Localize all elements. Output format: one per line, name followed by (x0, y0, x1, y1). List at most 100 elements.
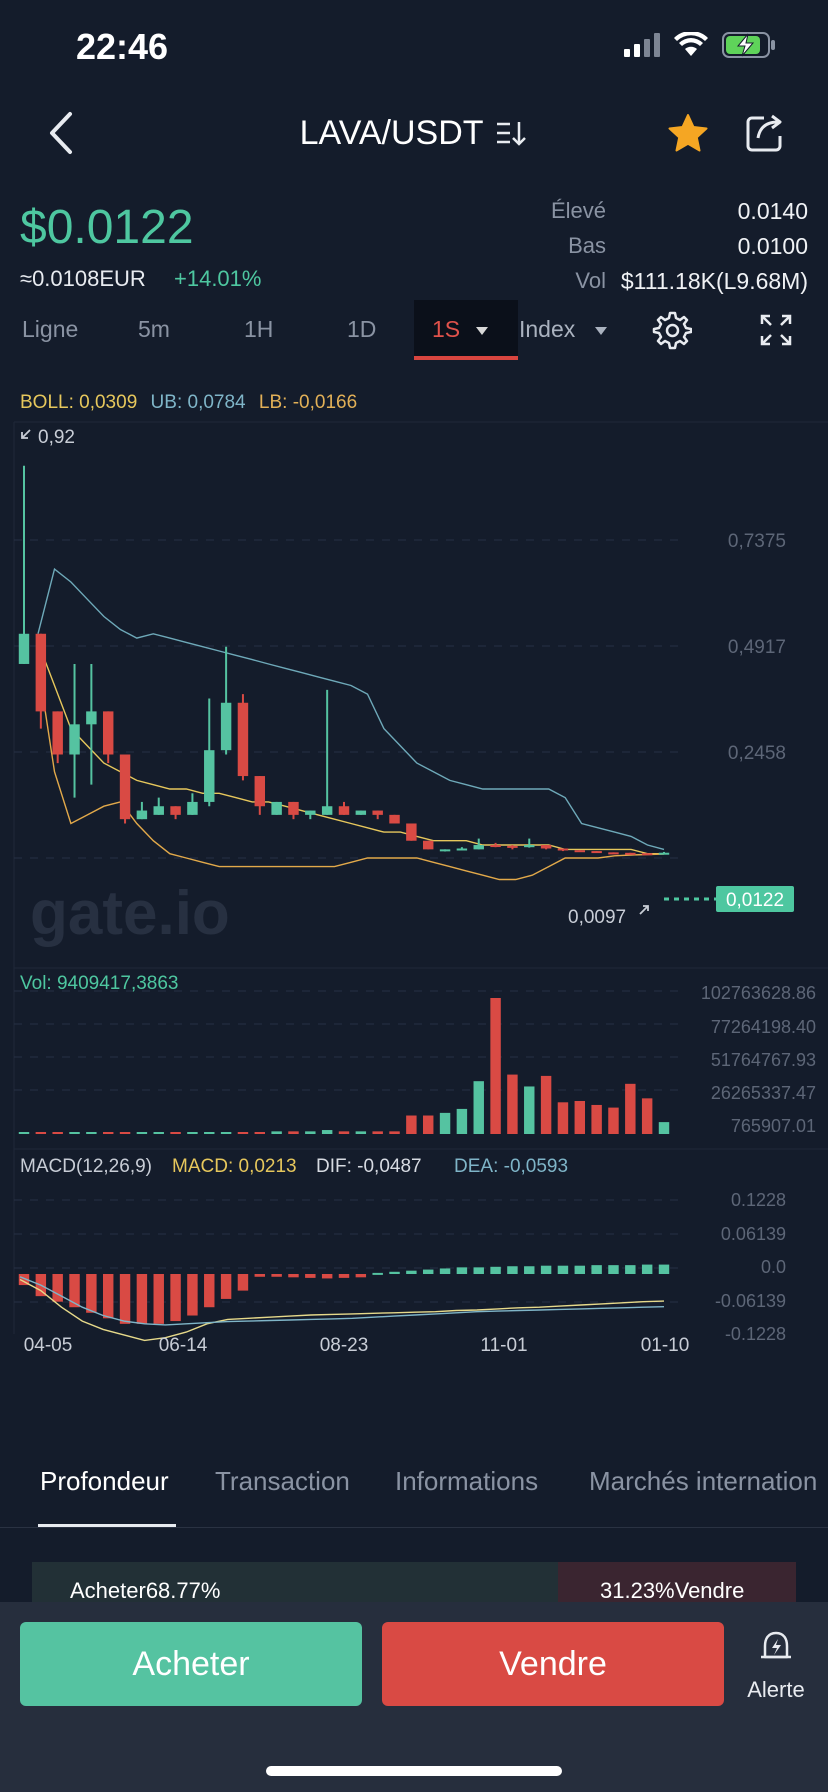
macd-label: MACD(12,26,9) (20, 1156, 152, 1177)
macd-bar (102, 1274, 114, 1319)
volume-axis-label: 765907.01 (731, 1116, 816, 1136)
boll-indicators: BOLL: 0,0309 UB: 0,0784 LB: -0,0166 (20, 392, 357, 414)
volume-bar (102, 1132, 114, 1134)
candle (288, 801, 299, 815)
vol-value: $111.18K(L9.68M) (620, 268, 808, 294)
macd-bar (406, 1270, 417, 1274)
price-axis-label: 0,7375 (728, 531, 786, 552)
macd-bar (305, 1274, 316, 1278)
tab-information[interactable]: Informations (395, 1466, 539, 1496)
volume-bar (422, 1115, 434, 1134)
tab-line[interactable]: Ligne (22, 316, 79, 342)
depth-sell-ratio: 31.23%Vendre (600, 1578, 745, 1603)
candle (406, 823, 417, 841)
candle (237, 702, 249, 777)
last-price-tag: 0,0122 (726, 890, 784, 911)
volume-bar (372, 1131, 383, 1134)
volume-bar (439, 1112, 451, 1134)
tab-international-markets[interactable]: Marchés internation (589, 1466, 818, 1496)
alert-button[interactable]: Alerte (740, 1630, 812, 1703)
volume-bar (456, 1108, 468, 1134)
candle (524, 845, 535, 848)
volume-bar (69, 1132, 80, 1134)
tab-1h[interactable]: 1H (244, 316, 274, 342)
tab-transaction[interactable]: Transaction (215, 1466, 350, 1496)
volume-bar (524, 1086, 535, 1134)
candle (254, 776, 266, 807)
last-price-tag-bg (716, 886, 794, 912)
macd-bar (439, 1268, 451, 1274)
wifi-icon (674, 32, 708, 56)
volume-bar (591, 1104, 602, 1134)
low-value: 0.0100 (737, 233, 808, 259)
candle (153, 806, 164, 815)
sell-button[interactable]: Vendre (382, 1622, 724, 1706)
volume-bar (52, 1132, 63, 1134)
candle (52, 711, 63, 755)
volume-bar (204, 1132, 215, 1134)
candle (540, 845, 552, 849)
alert-bell-icon (761, 1631, 791, 1659)
tab-5m[interactable]: 5m (138, 316, 170, 342)
dea-line (19, 1276, 665, 1326)
depth-buy-ratio: Acheter68.77% (70, 1578, 221, 1603)
macd-bar (641, 1264, 653, 1274)
volume-axis-label: 102763628.86 (701, 983, 816, 1003)
macd-bar (86, 1274, 97, 1313)
share-icon[interactable] (744, 112, 786, 154)
high-marker: 0,92 (38, 427, 75, 448)
low-label: Bas (568, 233, 606, 258)
macd-bar (591, 1265, 602, 1274)
settings-gear-icon[interactable] (652, 310, 692, 350)
candle (641, 853, 653, 856)
price-axis-label: 0,4917 (728, 637, 786, 658)
back-icon[interactable] (44, 108, 84, 158)
volume-bar (608, 1107, 619, 1134)
macd-axis-label: -0.06139 (715, 1291, 786, 1311)
candle (136, 810, 148, 820)
macd-axis-label: 0.0 (761, 1257, 786, 1277)
candle (456, 848, 468, 851)
volume-bar (18, 1132, 30, 1134)
volume-bar (641, 1098, 653, 1134)
volume-bar (406, 1115, 417, 1134)
candle (591, 851, 602, 854)
fullscreen-icon[interactable] (760, 314, 792, 346)
candle (490, 845, 501, 848)
price-chart[interactable]: gate.io 0,7375 0,4917 0,2458 102763628.86 77… (0, 414, 828, 1354)
candle (187, 801, 198, 815)
star-icon[interactable] (666, 112, 710, 156)
volume-bar (136, 1132, 148, 1134)
volume-axis-label: 51764767.93 (711, 1050, 816, 1070)
buy-button[interactable]: Acheter (20, 1622, 362, 1706)
volume-bar (540, 1075, 552, 1134)
bollinger-upper-line (37, 567, 665, 851)
candle (439, 849, 451, 852)
macd-bar (271, 1274, 282, 1277)
volume-bar (321, 1130, 333, 1134)
tab-1s[interactable] (414, 300, 518, 360)
tab-index[interactable]: Index (519, 316, 576, 342)
macd-bar (170, 1274, 181, 1322)
macd-bar (473, 1267, 484, 1274)
macd-axis-label: -0.1228 (725, 1324, 786, 1344)
tab-1d[interactable]: 1D (347, 316, 377, 342)
volume-bar (153, 1132, 164, 1134)
candle (86, 711, 97, 725)
volume-bar (220, 1132, 232, 1134)
volume-bar (35, 1132, 47, 1134)
status-icons (624, 32, 776, 58)
volume-bar (305, 1131, 316, 1134)
candle (321, 806, 333, 815)
arrow-icon (639, 905, 649, 915)
candle (35, 633, 47, 712)
macd-bar (220, 1274, 232, 1299)
tab-depth[interactable]: Profondeur (40, 1466, 169, 1496)
chevron-down-icon (476, 327, 488, 335)
boll-value: BOLL: 0,0309 (20, 392, 138, 413)
sort-icon[interactable] (496, 120, 528, 146)
volume-bar (170, 1132, 181, 1134)
volume-bar (490, 998, 501, 1134)
macd-bar (355, 1274, 367, 1278)
pair-title[interactable]: LAVA/USDT (299, 114, 483, 152)
